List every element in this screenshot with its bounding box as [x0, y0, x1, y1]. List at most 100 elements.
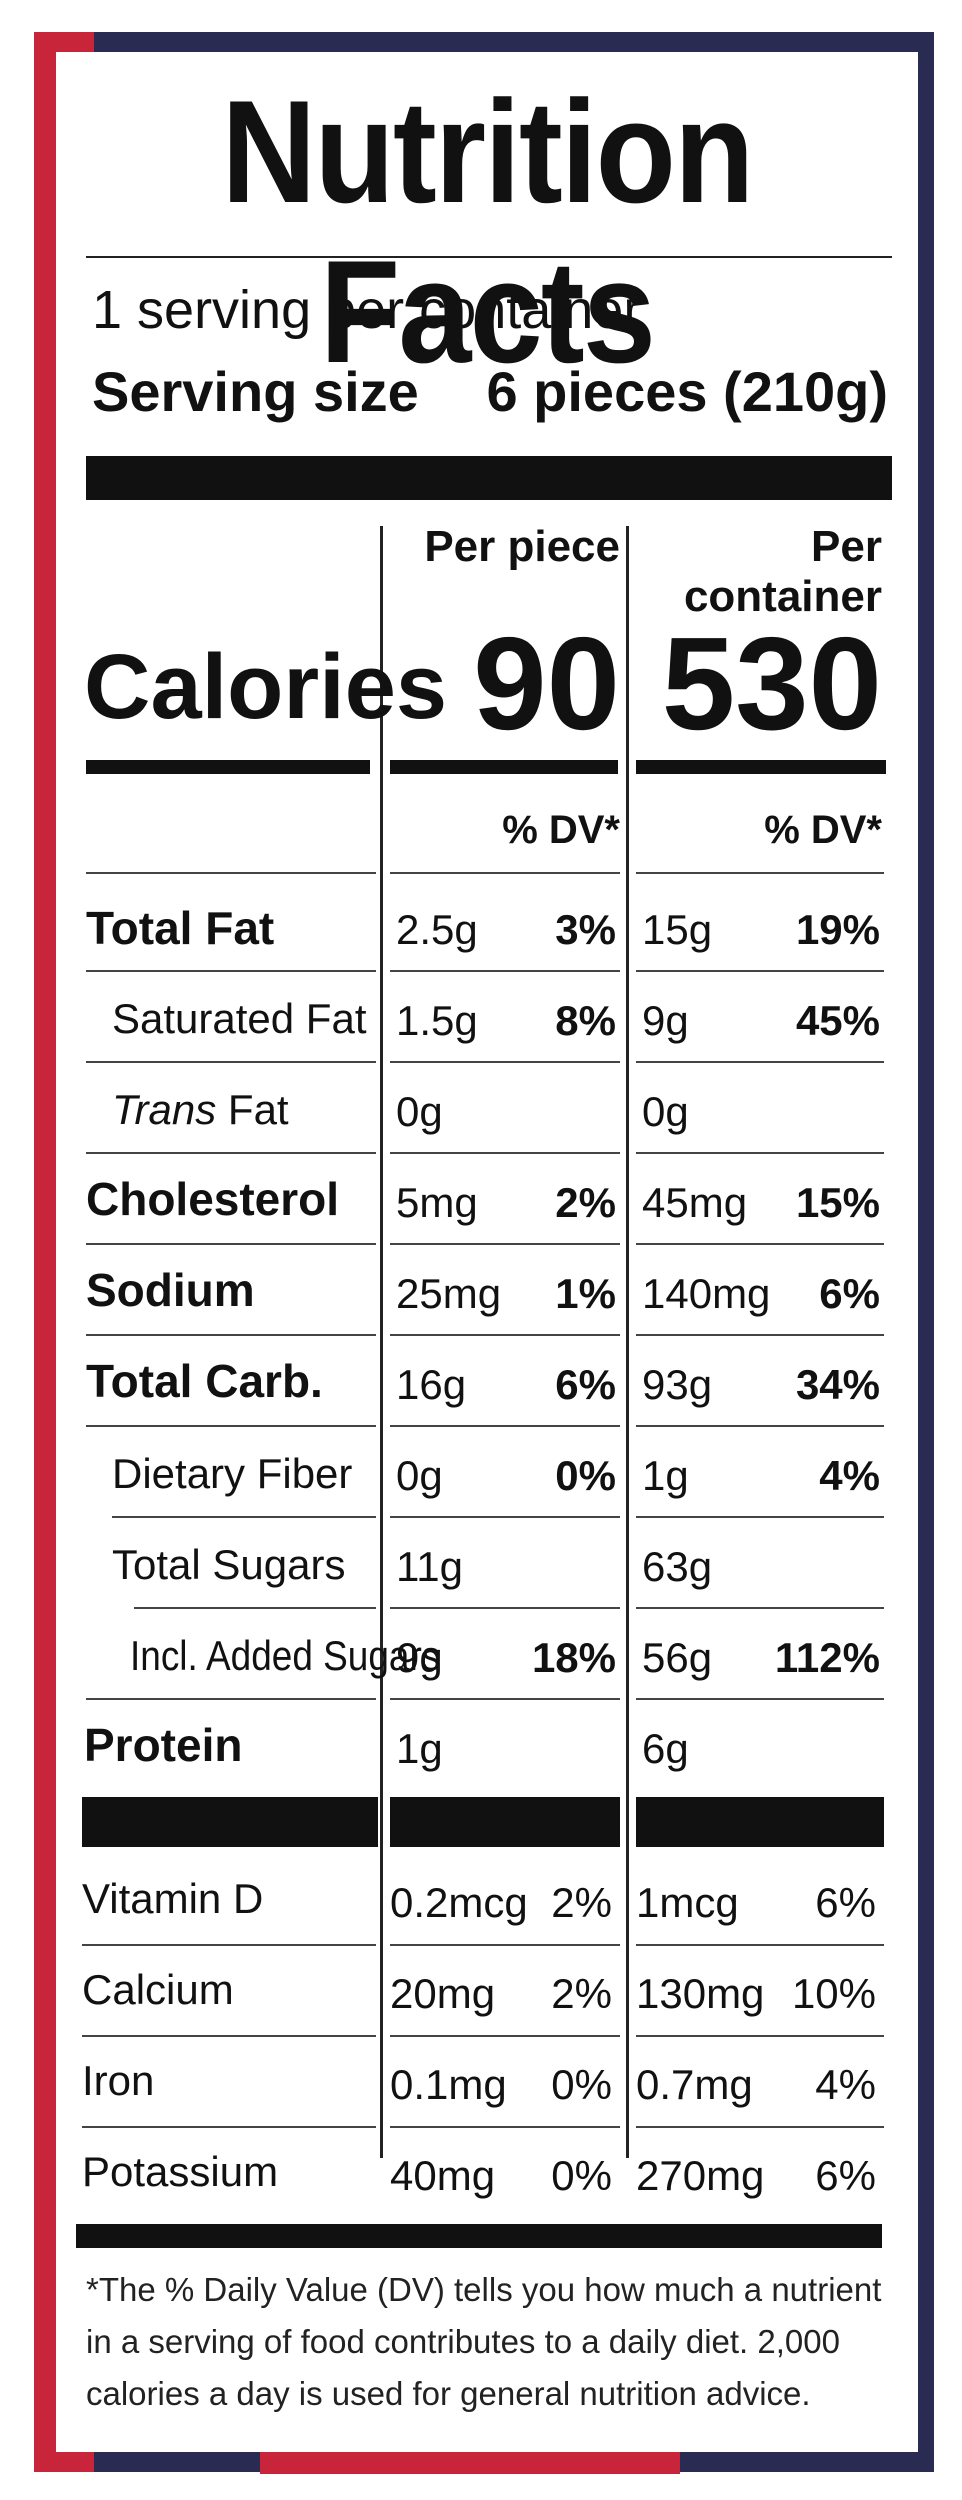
- vitamins-bar-label: [82, 1797, 378, 1847]
- row-line: [390, 1334, 620, 1336]
- vitamin-label: Potassium: [82, 2148, 279, 2195]
- dv-per-piece: 8%: [555, 997, 616, 1044]
- row-line: [636, 1944, 884, 1946]
- amount-per-container: 0g: [642, 1088, 689, 1135]
- row-line: [86, 1061, 376, 1063]
- nutrient-label: Protein: [84, 1719, 243, 1771]
- amount-per-piece: 1.5g: [396, 997, 478, 1044]
- dv-per-piece: 6%: [555, 1361, 616, 1408]
- row-line: [636, 1607, 884, 1609]
- amount-per-container: 15g: [642, 906, 713, 953]
- dv-per-piece: 0%: [555, 1452, 616, 1499]
- row-line: [82, 2035, 376, 2037]
- amount-per-piece: 11g: [396, 1543, 463, 1590]
- row-line: [86, 970, 376, 972]
- vitamins-bar-container: [636, 1797, 884, 1847]
- dv-per-container: 15%: [795, 1179, 880, 1226]
- nutrient-label: Saturated Fat: [112, 995, 367, 1042]
- column-header-per-container: Per container: [683, 522, 882, 621]
- dv-per-piece: 1%: [555, 1270, 616, 1317]
- column-divider-left: [380, 526, 383, 2158]
- calories-bar-container: [636, 760, 886, 774]
- column-divider-right: [626, 526, 629, 2158]
- amount-per-piece: 0g: [396, 1452, 443, 1499]
- dv-per-container: 6%: [819, 1270, 880, 1317]
- bottom-thick-divider: [76, 2224, 882, 2248]
- vitamins-bar-piece: [390, 1797, 620, 1847]
- row-line: [390, 970, 620, 972]
- nutrient-label: Total Carb.: [86, 1355, 323, 1407]
- row-line: [636, 1243, 884, 1245]
- divider: [86, 256, 892, 258]
- vitamin-label: Vitamin D: [82, 1875, 264, 1922]
- dv-per-container: 112%: [774, 1634, 880, 1681]
- row-line: [390, 872, 620, 874]
- row-line: [86, 1425, 376, 1427]
- dv-per-piece: 2%: [551, 1879, 612, 1926]
- dv-per-container: 34%: [795, 1361, 880, 1408]
- row-line: [86, 1152, 376, 1154]
- dv-per-piece: 2%: [555, 1179, 616, 1226]
- row-line: [636, 1516, 884, 1518]
- row-line: [636, 1425, 884, 1427]
- amount-per-piece: 0.2mcg: [390, 1879, 528, 1926]
- servings-per-container: 1 serving per container: [92, 280, 642, 340]
- row-line: [112, 1516, 376, 1518]
- vitamin-label: Iron: [82, 2057, 155, 2104]
- row-line: [86, 1698, 376, 1700]
- dv-per-piece: 0%: [551, 2061, 612, 2108]
- dv-per-container: 4%: [815, 2061, 876, 2108]
- nutrient-label: Cholesterol: [86, 1173, 340, 1225]
- amount-per-container: 45mg: [642, 1179, 748, 1226]
- calories-label: Calories: [84, 636, 448, 738]
- row-line: [636, 1698, 884, 1700]
- amount-per-container: 9g: [642, 997, 689, 1044]
- row-line: [390, 2126, 620, 2128]
- daily-value-footnote: *The % Daily Value (DV) tells you how mu…: [86, 2271, 882, 2412]
- row-line: [390, 2035, 620, 2037]
- row-line: [636, 872, 884, 874]
- nutrient-label: Incl. Added Sugars: [130, 1632, 441, 1679]
- dv-per-container: 45%: [795, 997, 880, 1044]
- amount-per-container: 130mg: [636, 1970, 765, 2017]
- row-line: [390, 1607, 620, 1609]
- dv-per-container: 19%: [795, 906, 880, 953]
- row-line: [86, 1334, 376, 1336]
- dv-header-per-container: % DV*: [764, 808, 882, 852]
- amount-per-container: 1g: [642, 1452, 689, 1499]
- amount-per-container: 63g: [642, 1543, 713, 1590]
- amount-per-container: 270mg: [636, 2152, 765, 2199]
- amount-per-container: 0.7mg: [636, 2061, 753, 2108]
- dv-per-piece: 18%: [531, 1634, 616, 1681]
- calories-per-container: 530: [661, 610, 882, 757]
- row-line: [636, 2035, 884, 2037]
- row-line: [390, 1698, 620, 1700]
- row-line: [636, 2126, 884, 2128]
- row-line: [636, 1061, 884, 1063]
- vitamin-label: Calcium: [82, 1966, 234, 2013]
- calories-per-piece: 90: [473, 610, 620, 757]
- dv-per-container: 6%: [815, 2152, 876, 2199]
- row-line: [636, 970, 884, 972]
- dv-per-container: 10%: [791, 1970, 876, 2017]
- amount-per-piece: 0.1mg: [390, 2061, 507, 2108]
- amount-per-piece: 2.5g: [396, 906, 478, 953]
- thick-divider: [86, 456, 892, 500]
- amount-per-container: 1mcg: [636, 1879, 739, 1926]
- calories-bar-label: [86, 760, 370, 774]
- row-line: [636, 1152, 884, 1154]
- amount-per-piece: 1g: [396, 1725, 443, 1772]
- dv-per-piece: 3%: [555, 906, 616, 953]
- dv-per-container: 4%: [819, 1452, 880, 1499]
- amount-per-piece: 40mg: [390, 2152, 496, 2199]
- amount-per-piece: 25mg: [396, 1270, 502, 1317]
- amount-per-container: 6g: [642, 1725, 689, 1772]
- dv-header-per-piece: % DV*: [502, 808, 620, 852]
- amount-per-piece: 9g: [396, 1634, 443, 1681]
- row-line: [86, 872, 376, 874]
- nutrition-facts-title: Nutrition Facts: [221, 70, 754, 393]
- row-line: [390, 1516, 620, 1518]
- amount-per-piece: 20mg: [390, 1970, 496, 2017]
- amount-per-piece: 0g: [396, 1088, 443, 1135]
- row-line: [82, 2126, 376, 2128]
